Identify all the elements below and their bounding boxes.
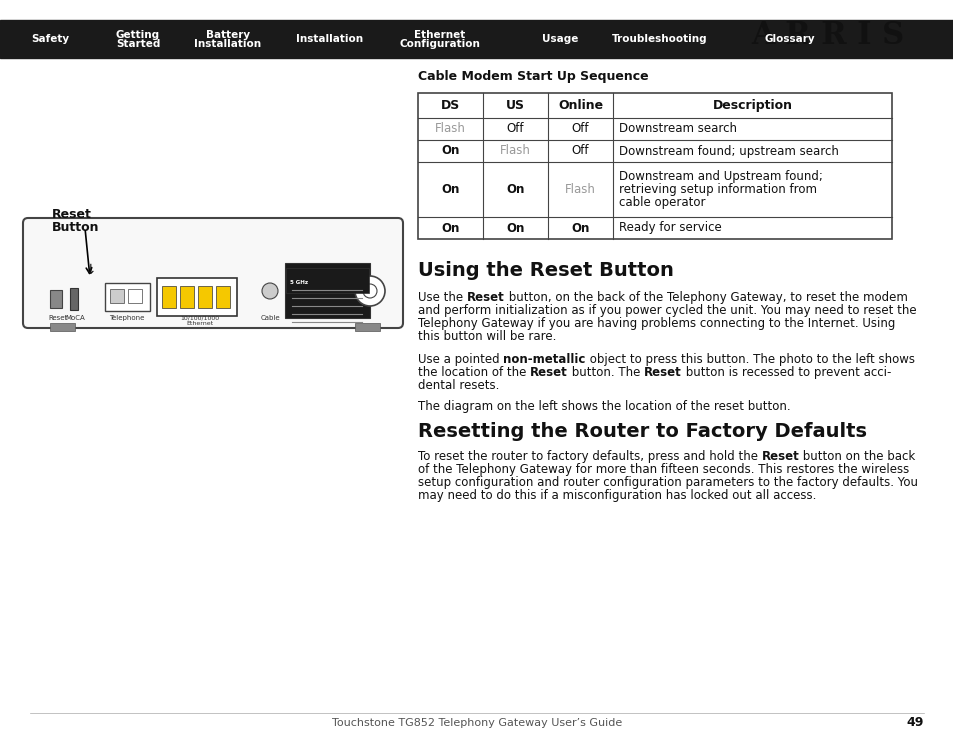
- Text: Glossary: Glossary: [764, 34, 815, 44]
- Text: Description: Description: [712, 99, 792, 112]
- Text: 49: 49: [905, 717, 923, 729]
- Text: Reset: Reset: [466, 291, 504, 304]
- Text: Installation: Installation: [194, 39, 261, 49]
- Text: DS: DS: [440, 99, 459, 112]
- Text: this button will be rare.: this button will be rare.: [417, 330, 556, 343]
- Text: Reset: Reset: [49, 315, 68, 321]
- Text: button. The: button. The: [567, 366, 643, 379]
- Text: Safety: Safety: [30, 34, 69, 44]
- Bar: [157, 278, 236, 316]
- Text: setup configuration and router configuration parameters to the factory defaults.: setup configuration and router configura…: [417, 476, 917, 489]
- Text: Ready for service: Ready for service: [618, 221, 721, 235]
- Text: of the Telephony Gateway for more than fifteen seconds. This restores the wirele: of the Telephony Gateway for more than f…: [417, 463, 908, 476]
- Text: non-metallic: non-metallic: [503, 353, 585, 366]
- Text: On: On: [441, 183, 459, 196]
- Text: On: On: [506, 183, 524, 196]
- Text: may need to do this if a misconfiguration has locked out all access.: may need to do this if a misconfiguratio…: [417, 489, 816, 502]
- Text: A R R I S: A R R I S: [751, 20, 904, 51]
- Text: Downstream found; upstream search: Downstream found; upstream search: [618, 145, 838, 157]
- Text: Using the Reset Button: Using the Reset Button: [417, 261, 673, 280]
- Text: MoCA: MoCA: [65, 315, 85, 321]
- Text: Touchstone TG852 Telephony Gateway User’s Guide: Touchstone TG852 Telephony Gateway User’…: [332, 718, 621, 728]
- Text: Off: Off: [506, 123, 524, 136]
- Bar: [70, 288, 78, 310]
- Text: the location of the: the location of the: [417, 366, 530, 379]
- Bar: [355, 323, 379, 331]
- Text: ↓: ↓: [84, 263, 95, 277]
- Text: Configuration: Configuration: [399, 39, 480, 49]
- Circle shape: [355, 276, 385, 306]
- Text: On: On: [441, 145, 459, 157]
- Text: Telephone: Telephone: [110, 315, 145, 321]
- Text: On: On: [571, 221, 589, 235]
- Text: object to press this button. The photo to the left shows: object to press this button. The photo t…: [585, 353, 914, 366]
- Bar: [286, 268, 369, 293]
- Text: Use the: Use the: [417, 291, 466, 304]
- Text: Telephony Gateway if you are having problems connecting to the Internet. Using: Telephony Gateway if you are having prob…: [417, 317, 895, 330]
- Text: Reset: Reset: [530, 366, 567, 379]
- Text: button on the back: button on the back: [799, 450, 915, 463]
- Text: Started: Started: [115, 39, 160, 49]
- Text: Reset: Reset: [52, 208, 91, 221]
- Text: Online: Online: [558, 99, 602, 112]
- Bar: [105, 283, 150, 311]
- Bar: [162, 286, 175, 308]
- Text: button is recessed to prevent acci-: button is recessed to prevent acci-: [681, 366, 890, 379]
- Text: dental resets.: dental resets.: [417, 379, 498, 392]
- Bar: [128, 289, 142, 303]
- Circle shape: [363, 284, 376, 298]
- Text: US: US: [505, 99, 524, 112]
- Bar: [180, 286, 193, 308]
- Text: Battery: Battery: [206, 30, 250, 40]
- Text: Reset: Reset: [760, 450, 799, 463]
- Text: 10/100/1000
Ethernet: 10/100/1000 Ethernet: [180, 315, 219, 325]
- Text: The diagram on the left shows the location of the reset button.: The diagram on the left shows the locati…: [417, 400, 790, 413]
- Bar: [110, 289, 124, 303]
- Text: Troubleshooting: Troubleshooting: [612, 34, 707, 44]
- Text: On: On: [441, 221, 459, 235]
- Text: To reset the router to factory defaults, press and hold the: To reset the router to factory defaults,…: [417, 450, 760, 463]
- Text: 5 GHz: 5 GHz: [290, 280, 308, 286]
- Text: Downstream and Upstream found;: Downstream and Upstream found;: [618, 170, 822, 183]
- Text: Cable Modem Start Up Sequence: Cable Modem Start Up Sequence: [417, 70, 648, 83]
- Bar: [198, 286, 212, 308]
- Text: Downstream search: Downstream search: [618, 123, 737, 136]
- Text: Getting: Getting: [116, 30, 160, 40]
- Text: Flash: Flash: [499, 145, 531, 157]
- Bar: [417, 93, 891, 239]
- Text: Ethernet: Ethernet: [414, 30, 465, 40]
- Text: retrieving setup information from: retrieving setup information from: [618, 183, 816, 196]
- Text: cable operator: cable operator: [618, 196, 705, 209]
- Text: Flash: Flash: [564, 183, 596, 196]
- Text: Installation: Installation: [296, 34, 363, 44]
- Text: Button: Button: [52, 221, 99, 234]
- Text: Flash: Flash: [435, 123, 465, 136]
- Text: button, on the back of the Telephony Gateway, to reset the modem: button, on the back of the Telephony Gat…: [504, 291, 906, 304]
- Circle shape: [262, 283, 277, 299]
- Text: Cable: Cable: [260, 315, 279, 321]
- Text: On: On: [506, 221, 524, 235]
- Text: Reset: Reset: [643, 366, 681, 379]
- Bar: [285, 263, 370, 318]
- Text: Off: Off: [571, 145, 589, 157]
- Bar: [0, 20, 953, 58]
- Text: Use a pointed: Use a pointed: [417, 353, 503, 366]
- Bar: [215, 286, 230, 308]
- FancyBboxPatch shape: [23, 218, 402, 328]
- Text: and perform initialization as if you power cycled the unit. You may need to rese: and perform initialization as if you pow…: [417, 304, 916, 317]
- Text: Resetting the Router to Factory Defaults: Resetting the Router to Factory Defaults: [417, 422, 866, 441]
- Bar: [50, 323, 75, 331]
- Text: Off: Off: [571, 123, 589, 136]
- Bar: [50, 290, 62, 308]
- Text: Usage: Usage: [541, 34, 578, 44]
